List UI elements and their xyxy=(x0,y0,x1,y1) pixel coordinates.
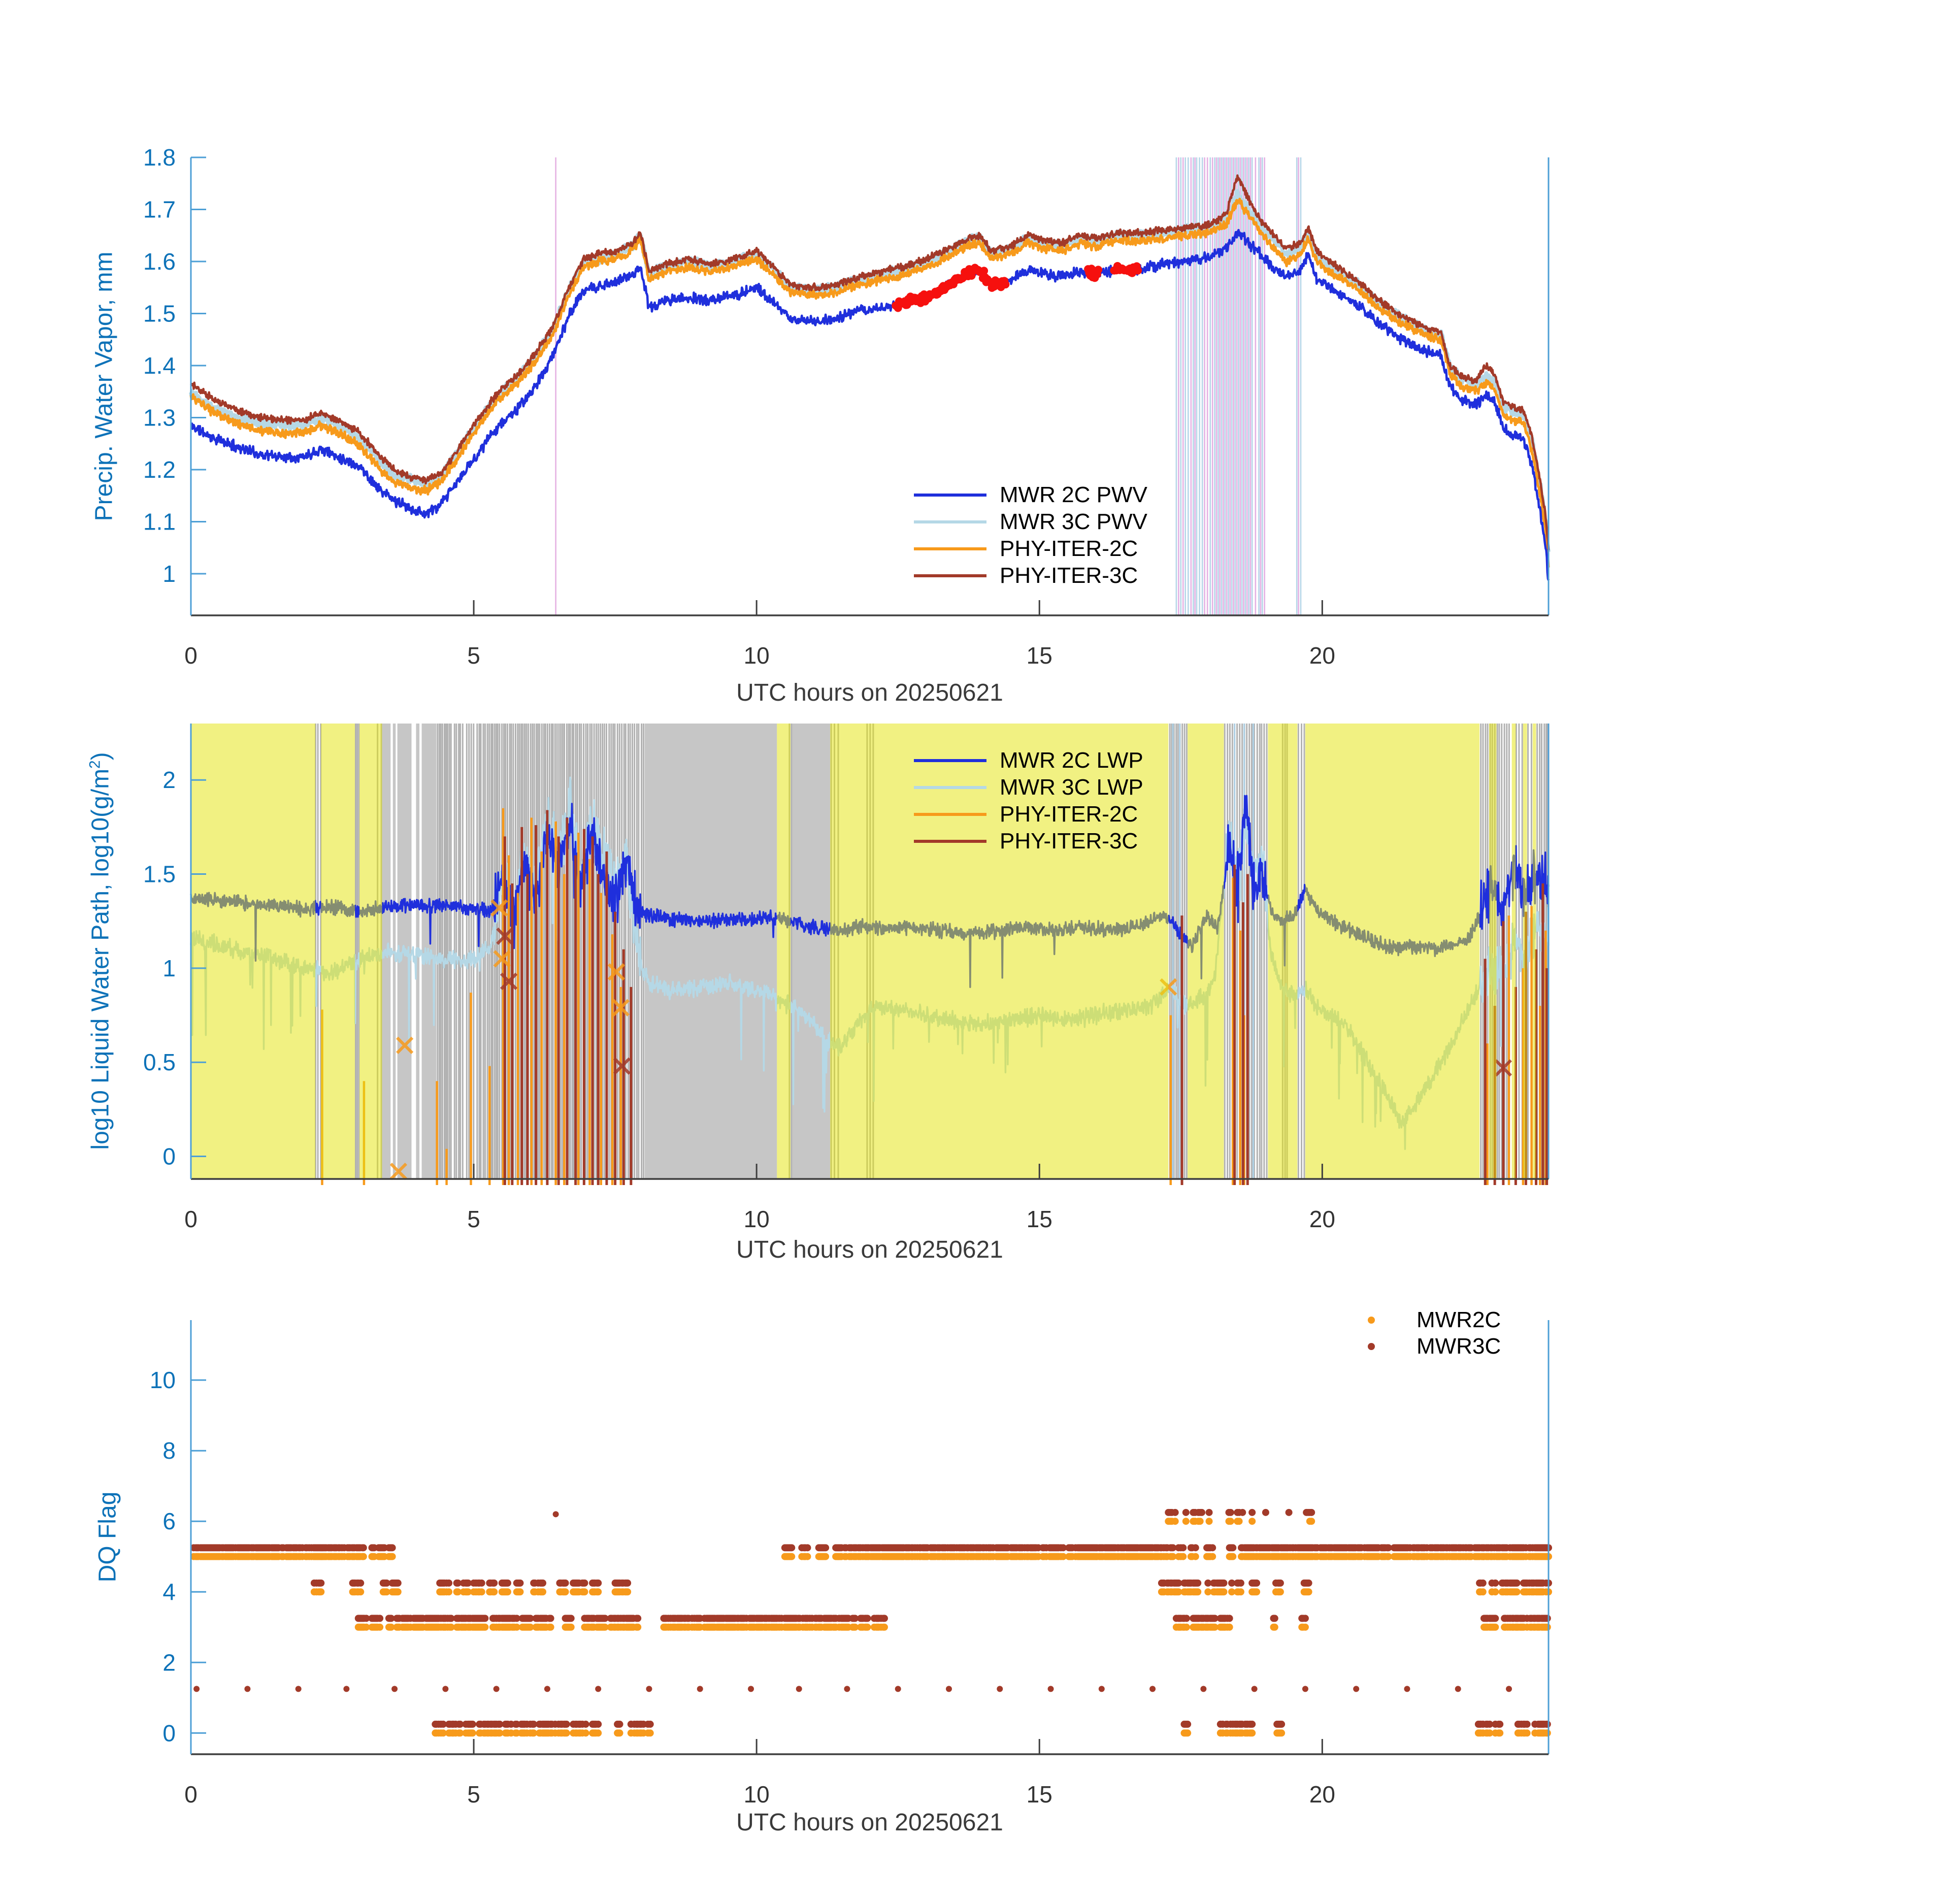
lwp-legend-item-mwr3c: MWR 3C LWP xyxy=(914,774,1143,801)
dq-legend-label: MWR2C xyxy=(1417,1307,1501,1332)
phy2c-line-swatch xyxy=(914,812,986,816)
pwv-legend-item-phy2c: PHY-ITER-2C xyxy=(914,535,1147,562)
lwp-legend-label: MWR 3C LWP xyxy=(1000,774,1143,800)
pwv-line-phy-iter-3c xyxy=(190,174,1550,550)
lwp-y-tick-label: 0 xyxy=(162,1143,176,1170)
phy2c-line-swatch xyxy=(914,547,986,550)
mwr3c-dot-swatch xyxy=(1368,1343,1375,1350)
lwp-x-tick-label: 10 xyxy=(744,1206,770,1232)
dq-y-tick-label: 0 xyxy=(162,1720,176,1746)
phy3c-line-swatch xyxy=(914,574,986,577)
pwv-flagged-red-dots xyxy=(892,261,1142,312)
lwp-axes: 0 5 10 15 20 0 0.5 1 1.5 2 xyxy=(143,724,1549,1232)
lwp-legend-label: PHY-ITER-3C xyxy=(1000,828,1138,853)
mwr2c-dot-swatch xyxy=(1368,1317,1375,1324)
lwp-x-tick-label: 5 xyxy=(467,1206,480,1232)
pwv-x-tick-label: 15 xyxy=(1027,642,1052,669)
lwp-y-axis-label-sup: 2 xyxy=(86,760,104,769)
lwp-legend: MWR 2C LWP MWR 3C LWP PHY-ITER-2C PHY-IT… xyxy=(914,747,1143,855)
dq-y-tick-label: 8 xyxy=(162,1437,176,1464)
dq-x-tick-label: 10 xyxy=(744,1781,770,1808)
lwp-legend-label: MWR 2C LWP xyxy=(1000,747,1143,773)
mwr2c-line-swatch xyxy=(914,493,986,497)
pwv-legend-label: MWR 2C PWV xyxy=(1000,482,1147,507)
pwv-x-axis-label: UTC hours on 20250621 xyxy=(736,679,1003,706)
lwp-legend-item-phy3c: PHY-ITER-3C xyxy=(914,828,1143,855)
pwv-x-tick-label: 0 xyxy=(184,642,198,669)
mwr2c-line-swatch xyxy=(914,759,986,762)
pwv-legend: MWR 2C PWV MWR 3C PWV PHY-ITER-2C PHY-IT… xyxy=(914,481,1147,589)
pwv-y-tick-label: 1.4 xyxy=(143,352,176,379)
dq-y-tick-label: 2 xyxy=(162,1649,176,1676)
pwv-y-axis-label-text: Precip. Water Vapor, mm xyxy=(90,251,118,521)
dq-y-axis-label: DQ Flag xyxy=(94,1492,122,1583)
pwv-y-tick-label: 1.1 xyxy=(143,509,176,535)
lwp-legend-item-mwr2c: MWR 2C LWP xyxy=(914,747,1143,774)
dq-legend-item-mwr2c: MWR2C xyxy=(1365,1307,1501,1333)
pwv-legend-label: MWR 3C PWV xyxy=(1000,509,1147,534)
pwv-line-phy-iter-2c xyxy=(189,198,1550,568)
pwv-y-tick-label: 1.7 xyxy=(143,196,176,223)
dq-x-tick-label: 15 xyxy=(1027,1781,1052,1808)
lwp-x-tick-label: 0 xyxy=(184,1206,198,1232)
pwv-y-tick-label: 1.8 xyxy=(143,144,176,171)
dq-mwr2c-dots xyxy=(190,1518,1552,1737)
pwv-series-lines xyxy=(189,174,1551,581)
lwp-legend-label: PHY-ITER-2C xyxy=(1000,801,1138,827)
dq-y-tick-label: 10 xyxy=(150,1367,176,1393)
lwp-y-tick-label: 0.5 xyxy=(143,1049,176,1075)
dq-x-tick-label: 20 xyxy=(1309,1781,1335,1808)
pwv-y-tick-label: 1.3 xyxy=(143,405,176,431)
lwp-y-axis-label: log10 Liquid Water Path, log10(g/m2) xyxy=(87,752,115,1150)
lwp-legend-item-phy2c: PHY-ITER-2C xyxy=(914,801,1143,828)
mwr3c-line-swatch xyxy=(914,520,986,523)
lwp-y-tick-label: 1.5 xyxy=(143,861,176,888)
dq-y-axis-label-text: DQ Flag xyxy=(94,1491,121,1583)
dq-mwr3c-dots xyxy=(190,1508,1552,1728)
dq-x-axis-label: UTC hours on 20250621 xyxy=(736,1809,1003,1836)
dq-y-tick-label: 6 xyxy=(162,1508,176,1534)
dq-axes: 0 5 10 15 20 0 2 4 6 8 10 xyxy=(150,1320,1549,1808)
pwv-legend-label: PHY-ITER-3C xyxy=(1000,563,1138,588)
pwv-x-tick-label: 10 xyxy=(744,642,770,669)
pwv-y-axis-label: Precip. Water Vapor, mm xyxy=(90,252,118,521)
pwv-line-mwr-2c-pwv xyxy=(190,228,1550,581)
lwp-gray-vlines xyxy=(315,724,1549,1179)
dq-legend-item-mwr3c: MWR3C xyxy=(1365,1333,1501,1360)
lwp-cross-markers xyxy=(389,899,1512,1180)
pwv-y-tick-label: 1 xyxy=(162,561,176,587)
pwv-legend-item-mwr3c: MWR 3C PWV xyxy=(914,508,1147,535)
pwv-x-tick-label: 5 xyxy=(467,642,480,669)
phy3c-line-swatch xyxy=(914,839,986,843)
dq-legend-label: MWR3C xyxy=(1417,1334,1501,1359)
dq-x-tick-label: 5 xyxy=(467,1781,480,1808)
lwp-x-tick-label: 15 xyxy=(1027,1206,1052,1232)
dq-x-tick-label: 0 xyxy=(184,1781,198,1808)
lwp-x-axis-label: UTC hours on 20250621 xyxy=(736,1236,1003,1263)
dq-y-tick-label: 4 xyxy=(162,1579,176,1605)
lwp-x-tick-label: 20 xyxy=(1309,1206,1335,1232)
lwp-y-axis-label-post: ) xyxy=(87,752,114,761)
pwv-legend-item-mwr2c: MWR 2C PWV xyxy=(914,481,1147,508)
pwv-legend-item-phy3c: PHY-ITER-3C xyxy=(914,562,1147,589)
pwv-x-tick-label: 20 xyxy=(1309,642,1335,669)
lwp-y-axis-label-pre: log10 Liquid Water Path, log10(g/m xyxy=(87,768,114,1150)
pwv-axes: 0 5 10 15 20 1 1.1 1.2 1.3 1.4 1.5 1.6 1.7 1.8 xyxy=(143,144,1549,669)
pwv-y-tick-label: 1.5 xyxy=(143,301,176,327)
lwp-y-tick-label: 2 xyxy=(162,767,176,793)
mwr3c-line-swatch xyxy=(914,785,986,789)
dq-legend: MWR2C MWR3C xyxy=(1365,1307,1501,1360)
pwv-y-tick-label: 1.2 xyxy=(143,456,176,483)
lwp-yellow-bands-overlay xyxy=(191,724,1536,1179)
pwv-y-tick-label: 1.6 xyxy=(143,248,176,275)
pwv-legend-label: PHY-ITER-2C xyxy=(1000,536,1138,561)
lwp-y-tick-label: 1 xyxy=(162,955,176,981)
